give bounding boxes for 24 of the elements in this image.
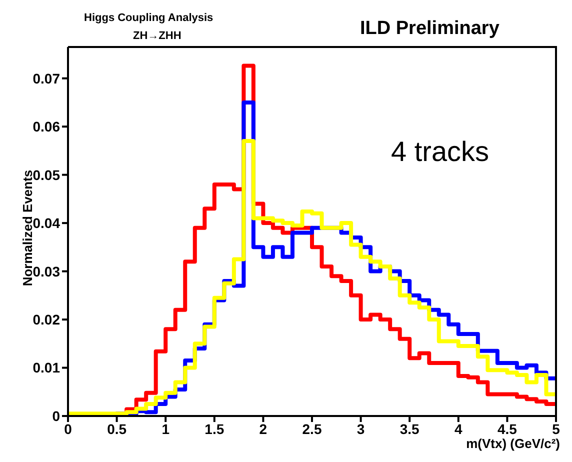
x-tick-label: 0.5 (107, 420, 127, 437)
y-tick-label: 0 (52, 408, 60, 424)
y-tick-label: 0.01 (32, 360, 60, 376)
x-tick-label: 3 (356, 420, 365, 437)
x-tick-label: 5 (552, 420, 560, 437)
x-tick-label: 1.5 (204, 420, 224, 437)
y-tick-label: 0.02 (32, 312, 60, 328)
x-tick-label: 2.5 (302, 420, 322, 437)
y-tick-label: 0.05 (32, 166, 60, 183)
y-tick-label: 0.06 (32, 118, 60, 135)
chart-title: Higgs Coupling Analysis (84, 12, 214, 24)
text: ILD Preliminary (360, 18, 500, 40)
x-tick-label: 4.5 (497, 420, 518, 437)
y-tick-label: 0.03 (32, 263, 60, 280)
x-tick-label: 2 (259, 420, 268, 437)
x-axis-title: m(Vtx) (GeV/c²) (466, 436, 560, 451)
y-tick-label: 0.07 (32, 70, 60, 86)
chart-subtitle: ZH→ZHH (133, 30, 182, 42)
x-tick-label: 0 (64, 420, 72, 437)
x-tick-label: 1 (162, 420, 170, 437)
annotation: 4 tracks (391, 136, 490, 168)
x-tick-label: 4 (454, 420, 462, 437)
x-tick-label: 3.5 (400, 420, 420, 437)
y-tick-label: 0.04 (32, 215, 60, 232)
